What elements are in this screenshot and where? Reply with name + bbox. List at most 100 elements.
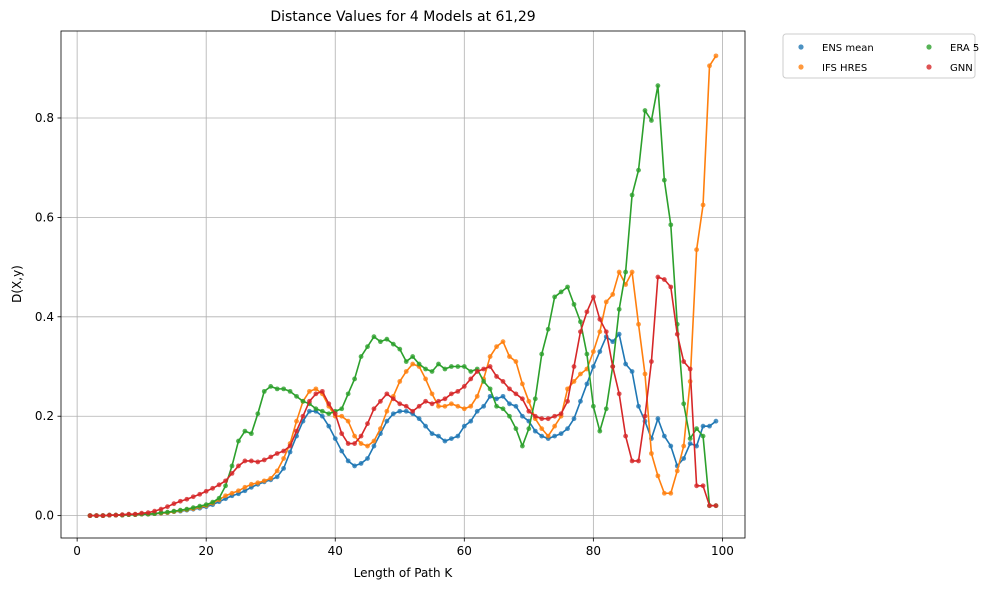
data-point-gnn [461,384,467,389]
legend-marker-ens-mean [798,44,804,50]
data-point-ens-mean [616,331,622,337]
data-point-era-5 [629,192,635,198]
data-point-era-5 [352,376,357,382]
data-point-ifs-hres [436,403,441,409]
data-point-ens-mean [532,428,538,434]
y-tick-label: 0.0 [35,509,54,523]
data-point-ifs-hres [610,292,616,297]
y-axis-ticks: 0.0 0.2 0.4 0.6 0.8 [35,111,61,523]
data-point-ens-mean [384,418,390,424]
data-point-gnn [365,421,370,427]
data-point-ifs-hres [455,403,461,409]
data-point-ifs-hres [371,438,377,444]
legend-label-gnn: GNN [950,63,973,74]
data-point-era-5 [571,301,577,307]
data-point-ens-mean [287,449,293,455]
data-point-era-5 [481,379,487,384]
data-point-era-5 [597,428,603,434]
data-point-gnn [532,413,538,419]
legend-label-ifs-hres: IFS HRES [822,63,867,74]
data-point-gnn [545,416,551,422]
data-point-ens-mean [661,433,667,439]
data-point-era-5 [578,319,583,325]
legend-box [782,33,976,79]
data-point-gnn [94,513,99,519]
data-point-gnn [119,512,125,518]
x-axis-label: Length of Path K [354,566,454,580]
data-point-gnn [519,396,525,402]
data-point-ifs-hres [694,247,699,253]
data-point-ifs-hres [526,398,532,404]
data-point-gnn [132,511,138,517]
data-point-ifs-hres [474,393,480,399]
data-point-gnn [410,408,416,414]
data-point-gnn [571,364,577,369]
data-point-ifs-hres [378,426,383,432]
data-point-era-5 [190,505,196,511]
data-point-gnn [384,391,390,397]
data-point-gnn [423,398,428,404]
data-point-ens-mean [390,411,396,417]
data-point-gnn [700,483,706,489]
data-point-ens-mean [507,401,512,407]
data-point-ifs-hres [513,359,519,364]
data-point-gnn [468,376,474,382]
data-point-gnn [661,277,667,282]
data-point-ifs-hres [707,63,712,69]
data-point-era-5 [158,510,164,516]
data-point-ifs-hres [410,361,416,367]
data-point-ifs-hres [629,269,635,275]
series-gnn [87,274,719,519]
data-point-era-5 [384,336,390,342]
data-point-gnn [584,309,590,315]
data-point-ifs-hres [603,299,609,305]
data-point-era-5 [539,351,545,357]
data-point-era-5 [216,495,222,501]
data-point-gnn [616,391,622,397]
data-point-gnn [300,413,306,419]
data-point-gnn [494,374,499,379]
data-point-ifs-hres [668,490,674,496]
data-point-era-5 [545,326,551,332]
data-point-era-5 [236,438,241,444]
data-point-gnn [332,411,338,417]
data-point-ens-mean [668,443,674,449]
data-point-era-5 [623,269,629,275]
data-point-ens-mean [623,361,629,367]
data-point-ifs-hres [384,408,390,414]
data-point-era-5 [281,386,287,392]
data-point-ifs-hres [578,371,583,377]
data-point-era-5 [242,428,248,434]
data-point-ifs-hres [274,468,280,474]
data-point-ifs-hres [397,379,403,384]
data-point-ifs-hres [545,433,551,439]
data-point-era-5 [519,443,525,449]
data-point-era-5 [300,398,306,404]
data-point-ifs-hres [649,451,654,456]
data-point-ifs-hres [313,386,319,392]
data-point-ens-mean [519,413,525,419]
data-point-era-5 [668,222,674,228]
data-point-era-5 [410,354,416,359]
data-point-gnn [326,401,332,407]
data-point-gnn [177,498,183,504]
data-point-ifs-hres [565,386,570,392]
data-point-era-5 [603,406,609,412]
data-point-gnn [165,504,170,510]
data-point-era-5 [184,506,190,512]
data-point-ens-mean [371,443,377,449]
data-point-era-5 [371,334,377,340]
data-point-era-5 [616,306,622,312]
data-point-ens-mean [352,463,357,469]
data-point-era-5 [494,403,499,409]
data-point-ifs-hres [519,381,525,387]
data-point-era-5 [390,341,396,347]
data-point-gnn [216,482,222,488]
legend-marker-ifs-hres [798,64,804,70]
data-point-gnn [126,511,132,517]
chart-title: Distance Values for 4 Models at 61,29 [270,9,535,25]
legend-marker-era-5 [926,44,932,50]
data-point-ifs-hres [261,478,267,484]
data-point-ens-mean [242,488,248,494]
data-point-era-5 [319,408,325,414]
